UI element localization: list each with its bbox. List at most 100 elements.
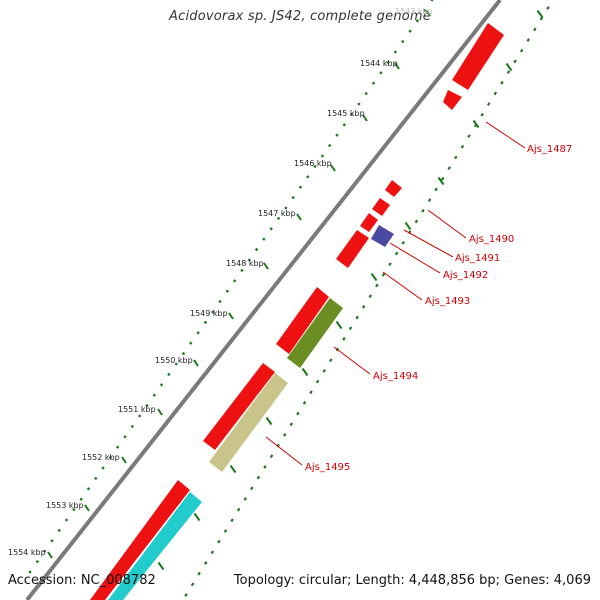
- inner-tick-dot: [230, 518, 234, 523]
- leader-ajs1491: [403, 229, 454, 258]
- inner-tick-dot: [533, 27, 537, 32]
- label-leader-lines: [265, 121, 526, 466]
- outer-tick-dot: [415, 19, 420, 23]
- outer-tick-dot: [393, 50, 398, 54]
- outer-tick-dot: [181, 351, 186, 356]
- inner-tick-dot: [355, 315, 359, 320]
- scale-major-tick: [84, 504, 90, 512]
- inner-tick-dot: [460, 144, 465, 149]
- outer-tick-dot: [328, 143, 332, 148]
- gene-label-ajs1487[interactable]: Ajs_1487: [527, 144, 572, 155]
- outer-tick-dot: [232, 279, 237, 283]
- cds-feature-ajs1492[interactable]: [360, 213, 378, 232]
- scale-label: 1554 kbp: [8, 548, 46, 557]
- inner-tick-dot: [500, 80, 504, 85]
- inner-tick-dot: [361, 304, 366, 309]
- outer-tick-dot: [79, 497, 83, 501]
- scale-major-tick: [263, 262, 269, 270]
- olive-feature[interactable]: [287, 298, 343, 368]
- inner-tick-dot: [210, 550, 215, 555]
- inner-major-tick: [536, 9, 544, 19]
- inner-major-tick: [265, 416, 273, 426]
- outer-tick-dot: [86, 487, 91, 491]
- inner-major-tick: [437, 176, 445, 186]
- scale-label: 1551 kbp: [118, 405, 156, 414]
- inner-major-tick: [335, 320, 343, 330]
- inner-tick-dot: [236, 507, 241, 512]
- purple-feature[interactable]: [371, 225, 394, 247]
- outer-tick-dot: [386, 60, 390, 65]
- cds-feature-ajs1494[interactable]: [276, 287, 329, 354]
- leader-ajs1493: [382, 271, 423, 301]
- inner-tick-dot: [394, 251, 399, 256]
- outer-tick-dot: [50, 539, 54, 543]
- outer-tick-dot: [123, 435, 127, 439]
- outer-tick-dot: [108, 455, 113, 460]
- inner-tick-dot: [401, 240, 405, 245]
- cds-feature-ajs1491[interactable]: [372, 198, 390, 216]
- outer-tick-dot: [203, 320, 208, 325]
- outer-tick-dot: [189, 341, 193, 345]
- inner-tick-dot: [309, 390, 313, 395]
- gene-label-ajs1491[interactable]: Ajs_1491: [455, 253, 500, 264]
- cds-feature-ajs1495[interactable]: [203, 363, 275, 450]
- scale-label: 1548 kbp: [226, 259, 264, 268]
- cds-feature-ajs1490[interactable]: [385, 180, 402, 197]
- outer-tick-dot: [298, 185, 303, 189]
- accession-text: Accession: NC_008782: [8, 573, 156, 588]
- outer-tick-dot: [57, 528, 61, 533]
- inner-tick-dot: [204, 561, 208, 565]
- gene-label-ajs1494[interactable]: Ajs_1494: [373, 371, 418, 382]
- outer-tick-dot: [408, 29, 412, 33]
- inner-tick-dot: [381, 272, 386, 277]
- outer-tick-dot: [269, 227, 273, 231]
- scale-label: 1543 kbp: [395, 7, 433, 16]
- inner-major-tick: [229, 464, 237, 474]
- outer-tick-dot: [159, 383, 164, 387]
- outer-tick-dot: [276, 216, 281, 221]
- scale-label: 1550 kbp: [155, 356, 193, 365]
- outer-tick-dot: [284, 206, 288, 210]
- inner-tick-dot: [348, 326, 353, 331]
- inner-tick-dot: [506, 70, 511, 74]
- inner-tick-dot: [269, 454, 274, 459]
- gene-label-ajs1490[interactable]: Ajs_1490: [469, 234, 514, 245]
- inner-tick-dot: [315, 379, 320, 384]
- outer-tick-dot: [379, 71, 383, 75]
- cds-feature-ajs1487-small[interactable]: [443, 90, 462, 110]
- inner-major-tick: [193, 512, 201, 522]
- gene-label-ajs1492[interactable]: Ajs_1492: [443, 270, 488, 281]
- inner-tick-dot: [250, 486, 254, 491]
- scale-label: 1544 kbp: [360, 59, 398, 68]
- cds-feature-bottom[interactable]: [90, 480, 190, 600]
- scale-label: 1549 kbp: [190, 309, 228, 318]
- outer-tick-dot: [430, 0, 434, 2]
- inner-tick-dot: [493, 91, 498, 96]
- khaki-feature[interactable]: [209, 373, 288, 472]
- outer-tick-dot: [35, 559, 39, 564]
- outer-tick-dot: [218, 299, 222, 304]
- outer-tick-dot: [28, 570, 32, 574]
- scale-major-tick: [296, 213, 302, 221]
- inner-major-tick: [472, 119, 480, 129]
- cyan-feature[interactable]: [108, 492, 202, 600]
- outer-tick-dot: [137, 414, 142, 418]
- inner-major-tick: [404, 221, 412, 231]
- outer-tick-dot: [313, 164, 317, 169]
- inner-tick-dot: [223, 529, 228, 533]
- outer-tick-dot: [130, 424, 134, 429]
- cds-feature-ajs1493[interactable]: [336, 230, 369, 268]
- gene-label-ajs1495[interactable]: Ajs_1495: [305, 462, 350, 473]
- inner-tick-dot: [539, 16, 544, 21]
- cds-feature-ajs1487[interactable]: [452, 23, 504, 90]
- scale-label: 1547 kbp: [258, 209, 296, 218]
- outer-tick-dot: [423, 8, 427, 13]
- inner-major-tick: [157, 561, 165, 571]
- inner-tick-dot: [256, 475, 261, 480]
- gene-label-ajs1493[interactable]: Ajs_1493: [425, 296, 470, 307]
- scale-label: 1553 kbp: [46, 501, 84, 510]
- inner-tick-dot: [184, 593, 188, 597]
- inner-tick-dot: [276, 443, 280, 448]
- scale-major-tick: [228, 312, 234, 320]
